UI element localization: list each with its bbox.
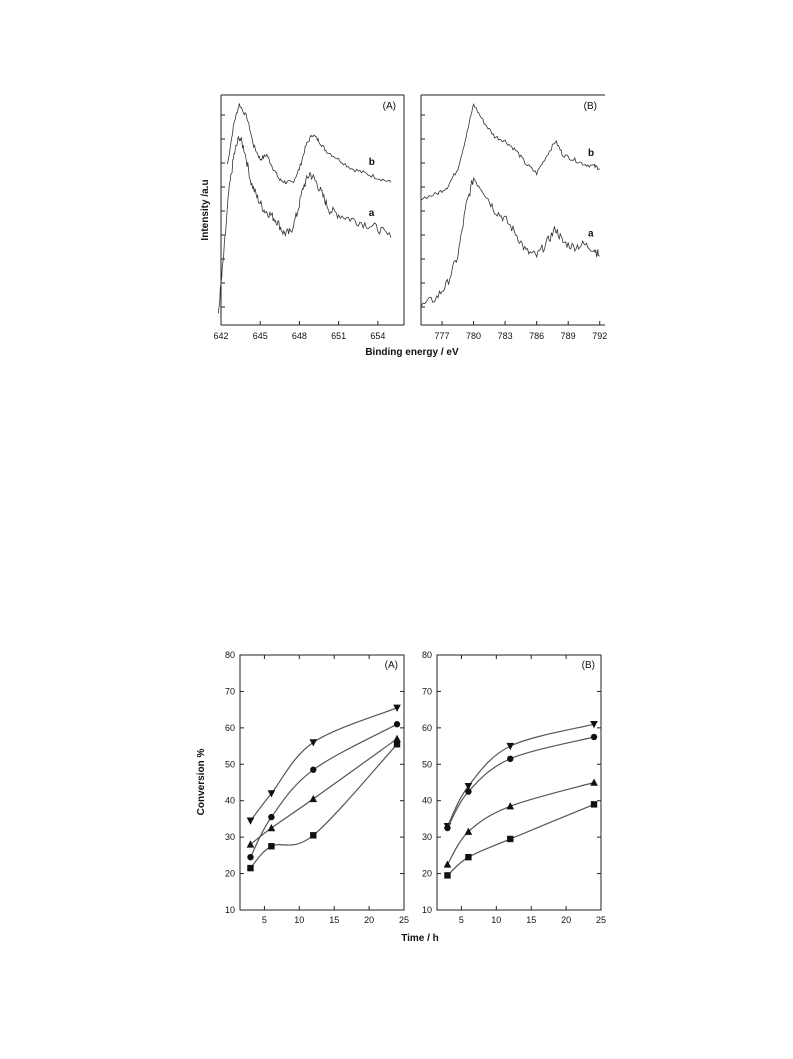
data-point-triangle-down bbox=[309, 739, 318, 747]
curve-label-a: a bbox=[369, 208, 375, 219]
data-point-triangle-down bbox=[506, 742, 515, 751]
y-tick-label: 40 bbox=[422, 796, 432, 806]
xlabel-binding-energy: Binding energy / eV bbox=[365, 347, 459, 358]
spectrum-b bbox=[420, 103, 600, 201]
data-point-square bbox=[268, 843, 275, 850]
x-tick-label: 20 bbox=[364, 915, 374, 925]
x-tick-label: 25 bbox=[399, 915, 409, 925]
data-point-square bbox=[247, 864, 254, 872]
x-tick-label: 5 bbox=[459, 915, 464, 925]
y-tick-label: 10 bbox=[225, 905, 235, 915]
x-tick-label: 10 bbox=[294, 915, 304, 925]
y-tick-label: 40 bbox=[225, 796, 235, 806]
y-tick-label: 50 bbox=[422, 759, 432, 769]
y-tick-label: 60 bbox=[422, 723, 432, 733]
data-point-triangle-down bbox=[393, 704, 401, 712]
panel-label: (B) bbox=[582, 660, 595, 671]
x-tick-label: 15 bbox=[526, 915, 536, 925]
x-tick-label: 651 bbox=[331, 331, 346, 341]
x-tick-label: 10 bbox=[491, 915, 501, 925]
data-point-triangle-up bbox=[267, 824, 276, 832]
x-tick-label: 792 bbox=[592, 331, 607, 341]
data-point-square bbox=[310, 832, 317, 839]
spectrum-b bbox=[227, 103, 392, 185]
y-tick-label: 30 bbox=[225, 832, 235, 842]
data-point-triangle-down bbox=[267, 790, 276, 798]
data-point-circle bbox=[507, 755, 514, 763]
fit-curve-square bbox=[250, 743, 398, 869]
data-point-triangle-down bbox=[246, 817, 255, 825]
x-tick-label: 5 bbox=[262, 915, 267, 925]
y-tick-label: 80 bbox=[225, 650, 235, 660]
x-tick-label: 648 bbox=[292, 331, 307, 341]
panel-label: (A) bbox=[383, 101, 396, 112]
data-point-triangle-up bbox=[393, 734, 401, 742]
data-point-square bbox=[590, 801, 598, 808]
plot-frame bbox=[436, 654, 602, 911]
y-tick-label: 10 bbox=[422, 905, 432, 915]
x-tick-label: 654 bbox=[370, 331, 385, 341]
x-tick-label: 780 bbox=[466, 331, 481, 341]
fit-curve-square bbox=[447, 803, 595, 876]
ylabel-intensity: Intensity /a.u bbox=[200, 179, 211, 240]
data-point-circle bbox=[393, 721, 401, 728]
fit-curve-triangle-up bbox=[446, 781, 595, 865]
data-point-circle bbox=[444, 824, 451, 832]
x-tick-label: 786 bbox=[529, 331, 544, 341]
curve-label-b: b bbox=[369, 157, 375, 168]
fit-curve-triangle-down bbox=[250, 707, 398, 822]
data-point-square bbox=[393, 741, 401, 748]
x-tick-label: 783 bbox=[498, 331, 513, 341]
panel-label: (A) bbox=[385, 660, 398, 671]
data-point-triangle-up bbox=[464, 827, 473, 835]
conversion-figure: Conversion % Time / h 10 20 30 40 50 60 70 80 5 10 1… bbox=[196, 650, 606, 944]
data-point-circle bbox=[268, 813, 275, 821]
data-point-triangle-up bbox=[443, 860, 452, 868]
x-tick-label: 20 bbox=[561, 915, 571, 925]
spectrum-a bbox=[218, 135, 392, 314]
curve-label-b: b bbox=[588, 148, 594, 159]
data-point-triangle-up bbox=[506, 802, 515, 810]
y-tick-label: 70 bbox=[422, 686, 432, 696]
panel-label: (B) bbox=[584, 101, 597, 112]
data-point-triangle-up bbox=[309, 794, 318, 803]
data-point-triangle-down bbox=[590, 721, 598, 729]
y-tick-label: 70 bbox=[225, 686, 235, 696]
x-tick-label: 25 bbox=[596, 915, 606, 925]
data-point-circle bbox=[247, 853, 254, 861]
x-tick-label: 789 bbox=[561, 331, 576, 341]
data-point-triangle-up bbox=[246, 840, 255, 848]
data-point-square bbox=[507, 835, 514, 843]
fit-curve-triangle-down bbox=[446, 723, 595, 827]
xlabel-time: Time / h bbox=[401, 933, 439, 944]
data-point-triangle-up bbox=[590, 778, 598, 786]
ylabel-conversion: Conversion % bbox=[196, 749, 207, 816]
y-tick-label: 60 bbox=[225, 723, 235, 733]
spectrum-a bbox=[420, 176, 600, 307]
y-tick-label: 30 bbox=[422, 832, 432, 842]
data-point-square bbox=[465, 853, 472, 861]
y-tick-label: 20 bbox=[422, 869, 432, 879]
curve-label-a: a bbox=[588, 229, 594, 240]
fit-curve-circle bbox=[446, 736, 595, 829]
fit-curve-triangle-up bbox=[250, 738, 398, 845]
y-tick-label: 80 bbox=[422, 650, 432, 660]
x-tick-label: 777 bbox=[435, 331, 450, 341]
x-tick-label: 645 bbox=[253, 331, 268, 341]
data-point-circle bbox=[590, 733, 598, 741]
data-point-circle bbox=[465, 788, 472, 795]
y-tick-label: 50 bbox=[225, 759, 235, 769]
data-point-circle bbox=[310, 766, 317, 773]
y-tick-label: 20 bbox=[225, 869, 235, 879]
plot-frame bbox=[239, 654, 405, 911]
x-tick-label: 642 bbox=[213, 331, 228, 341]
data-point-triangle-down bbox=[464, 782, 473, 791]
xps-figure: Intensity /a.u Binding energy / eV 642 645 6… bbox=[200, 94, 607, 358]
x-tick-label: 15 bbox=[329, 915, 339, 925]
data-point-square bbox=[444, 872, 451, 879]
